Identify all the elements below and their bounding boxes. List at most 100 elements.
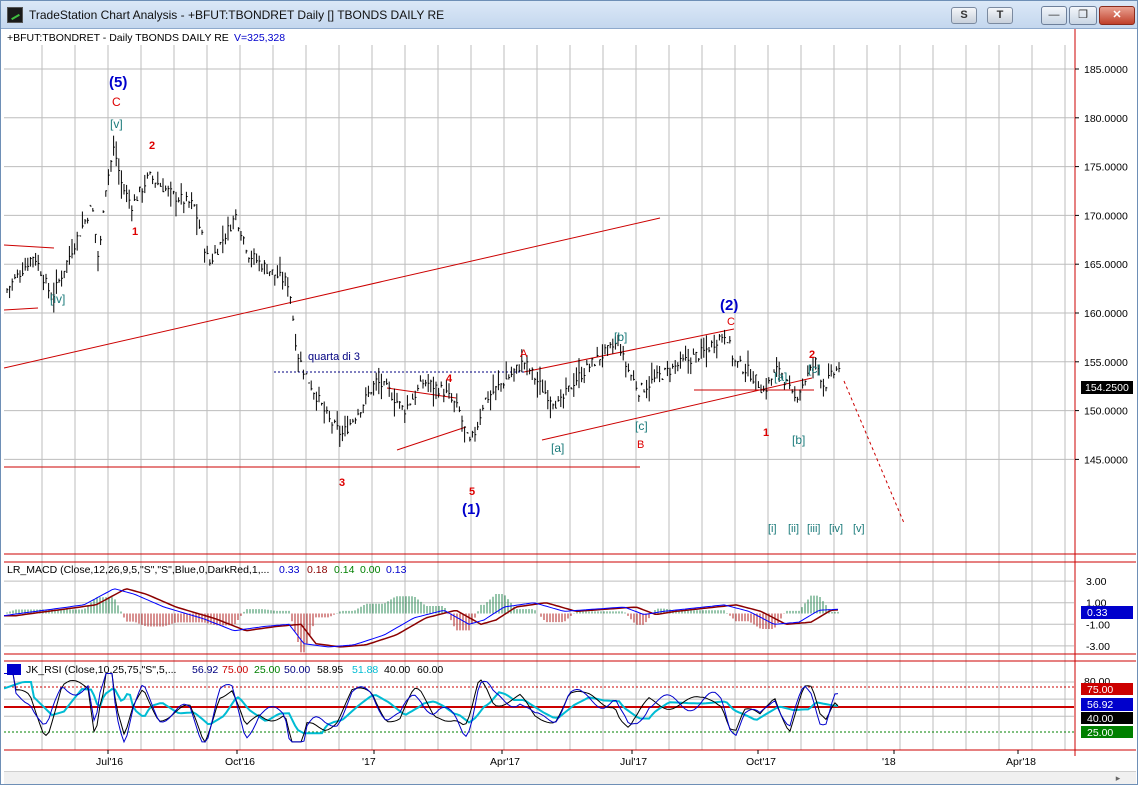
macd-axis: 3.001.00-1.00-3.00 <box>1086 576 1110 653</box>
macd-histogram <box>6 594 839 653</box>
last-price-value: 154.2500 <box>1085 382 1129 394</box>
quarta-annotation: quarta di 3 <box>308 351 360 363</box>
time-axis-label: Apr'17 <box>490 756 520 768</box>
time-axis-label: Jul'16 <box>96 756 123 768</box>
macd-badge <box>1081 606 1133 619</box>
minimize-button[interactable]: — <box>1041 6 1067 25</box>
text-tool-button[interactable]: T <box>987 7 1013 24</box>
lower-left-line <box>3 307 39 311</box>
wave-label: [i] <box>768 523 777 535</box>
wave-label: C <box>727 316 735 328</box>
chart-area[interactable]: +BFUT:TBONDRET - Daily TBONDS DAILY RE V… <box>3 29 1136 769</box>
title-bar[interactable]: TradeStation Chart Analysis - +BFUT:TBON… <box>1 1 1137 29</box>
macd-axis-label: 3.00 <box>1086 576 1107 588</box>
time-axis: Jul'16 Oct'16 '17 Apr'17 Jul'17 Oct'17 '18 Apr'… <box>96 750 1036 768</box>
macd-value: 0.00 <box>360 564 381 576</box>
wave-label: [iii] <box>807 523 820 535</box>
price-axis-label: 185.0000 <box>1084 64 1128 76</box>
rsi-value: 58.95 <box>317 664 343 676</box>
time-axis-label: '17 <box>362 756 376 768</box>
price-axis-label: 145.0000 <box>1084 454 1128 466</box>
rsi-value: 50.00 <box>284 664 310 676</box>
wave-label: 2 <box>149 140 155 152</box>
window-title: TradeStation Chart Analysis - +BFUT:TBON… <box>29 8 445 22</box>
rsi-badge-value: 40.00 <box>1087 713 1113 725</box>
restore-button[interactable]: ❐ <box>1069 6 1097 25</box>
time-axis-label: '18 <box>882 756 896 768</box>
last-price-tag <box>1081 381 1133 394</box>
rsi-value: 40.00 <box>384 664 410 676</box>
rsi-indicator-icon <box>7 664 21 675</box>
rsi-badge-25 <box>1081 726 1133 738</box>
macd-line <box>3 588 839 648</box>
macd-value: 0.13 <box>386 564 407 576</box>
price-axis-label: 175.0000 <box>1084 162 1128 174</box>
triangle-bottom <box>396 426 467 451</box>
wave-label: (1) <box>462 501 480 518</box>
price-pane-header: +BFUT:TBONDRET - Daily TBONDS DAILY RE <box>7 32 229 44</box>
wave-label: 4 <box>446 373 453 385</box>
macd-grid <box>4 580 1074 647</box>
price-grid <box>4 68 1074 460</box>
macd-value: 0.33 <box>279 564 300 576</box>
macd-header: LR_MACD (Close,12,26,9,5,"S","S",Blue,0,… <box>7 564 269 576</box>
wave-label: [b] <box>614 330 627 344</box>
wave-label: [iv] <box>829 523 843 535</box>
wave-label: (5) <box>109 74 127 91</box>
rsi-average-line <box>3 681 839 735</box>
rsi-badge-value: 75.00 <box>1087 684 1113 696</box>
price-axis-label: 155.0000 <box>1084 357 1128 369</box>
horizontal-scrollbar[interactable]: ▸ <box>4 771 1136 784</box>
wave-label: [a] <box>774 370 787 384</box>
wave-label: (2) <box>720 297 738 314</box>
wave-label: [a] <box>551 441 564 455</box>
scroll-right-arrow-icon[interactable]: ▸ <box>1115 773 1121 783</box>
macd-axis-label: -1.00 <box>1086 619 1110 631</box>
wave-label: B <box>637 439 644 451</box>
rsi-line <box>4 673 839 743</box>
rsi-badge-current <box>1081 698 1133 711</box>
wave-label: [c] <box>808 362 821 376</box>
rsi-fast-line <box>4 673 839 744</box>
rsi-grid <box>4 681 1074 717</box>
long-trendline <box>3 217 661 369</box>
rsi-value: 60.00 <box>417 664 443 676</box>
wave-labels: (5) C [v] 2 1 [iv] quarta di 3 4 3 5 (1)… <box>50 74 865 535</box>
macd-axis-label: -3.00 <box>1086 641 1110 653</box>
time-axis-label: Apr'18 <box>1006 756 1036 768</box>
channel-lower <box>541 377 813 441</box>
rsi-value: 25.00 <box>254 664 280 676</box>
wave-label: [c] <box>635 419 648 433</box>
wave-label: [ii] <box>788 523 799 535</box>
price-axis-label: 160.0000 <box>1084 308 1128 320</box>
macd-pane[interactable]: LR_MACD (Close,12,26,9,5,"S","S",Blue,0,… <box>3 564 1133 653</box>
price-bars <box>6 135 841 447</box>
channel-upper <box>523 328 735 373</box>
wave-label: [v] <box>853 523 865 535</box>
vertical-grid <box>41 45 1066 750</box>
rsi-badge-value: 56.92 <box>1087 699 1113 711</box>
time-axis-label: Jul'17 <box>620 756 647 768</box>
price-axis-label: 180.0000 <box>1084 113 1128 125</box>
wave-label: C <box>112 95 121 109</box>
rsi-badge-40 <box>1081 712 1133 724</box>
macd-value: 0.18 <box>307 564 328 576</box>
triangle-top <box>386 387 457 399</box>
wave-label: 5 <box>469 486 475 498</box>
wave-label: [v] <box>110 117 123 131</box>
price-pane[interactable]: +BFUT:TBONDRET - Daily TBONDS DAILY RE V… <box>3 32 1133 535</box>
macd-signal-line <box>4 588 839 648</box>
price-axis-label: 150.0000 <box>1084 406 1128 418</box>
symbol-tool-button[interactable]: S <box>951 7 977 24</box>
price-axis-label: 165.0000 <box>1084 259 1128 271</box>
wave-label: 3 <box>339 477 345 489</box>
rsi-value: 75.00 <box>222 664 248 676</box>
close-button[interactable]: ✕ <box>1099 6 1135 25</box>
restore-icon: ❐ <box>1078 9 1088 21</box>
macd-value: 0.14 <box>334 564 355 576</box>
rsi-badge-value: 25.00 <box>1087 727 1113 739</box>
wave-label: 1 <box>132 226 138 238</box>
rsi-value: 51.88 <box>352 664 378 676</box>
rsi-pane[interactable]: JK_RSI (Close,10,25,75,"S",5,... 56.92 7… <box>3 664 1133 744</box>
